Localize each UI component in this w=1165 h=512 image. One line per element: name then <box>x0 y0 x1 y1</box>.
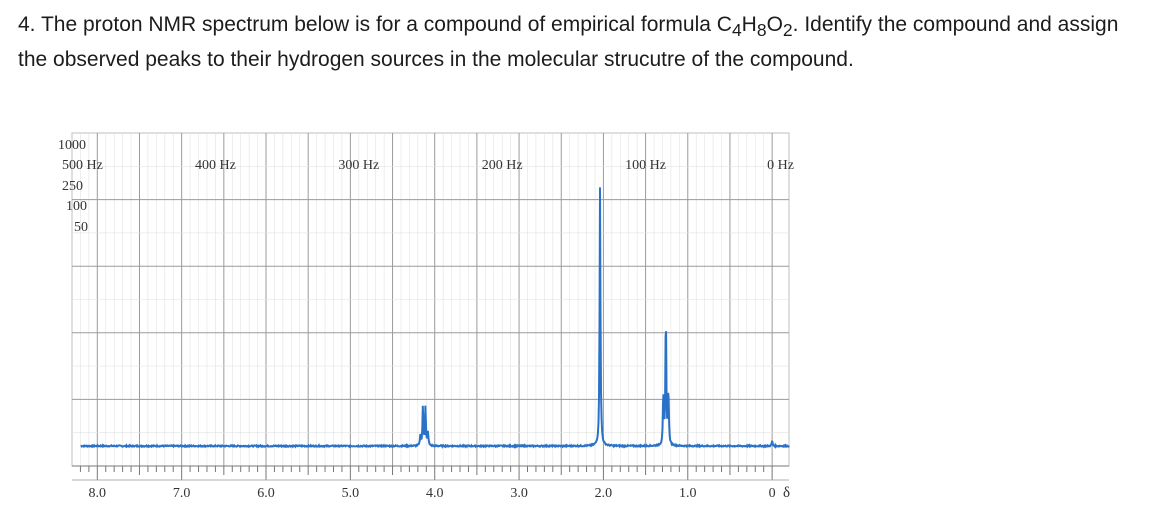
sweep-width-label: 500 Hz <box>62 158 103 173</box>
question-line-2: the observed peaks to their hydrogen sou… <box>18 48 854 72</box>
sweep-width-label: 250 <box>62 179 83 194</box>
x-tick-label: 2.0 <box>595 486 613 501</box>
formula-subscript: 2 <box>782 20 793 41</box>
hz-scale-label: 100 Hz <box>625 158 666 173</box>
chart-labels: 8.0 7.0 6.0 5.0 4.0 3.0 2.0 1.0 0 400 Hz 300 Hz 200… <box>58 138 794 501</box>
question-line-1: 4. The proton NMR spectrum below is for … <box>18 10 1158 45</box>
ppm-ruler <box>72 465 789 481</box>
formula-element: H <box>741 13 757 36</box>
x-tick-label: 1.0 <box>679 486 697 501</box>
spectrum-trace <box>80 187 790 449</box>
question-text-part: The proton NMR spectrum below is for a c… <box>40 13 732 36</box>
sweep-width-label: 100 <box>66 199 87 214</box>
question-text: 4. The proton NMR spectrum below is for … <box>18 10 1158 74</box>
hz-scale-label: 200 Hz <box>482 158 523 173</box>
hz-scale-label: 300 Hz <box>338 158 379 173</box>
formula-element: O <box>766 13 783 36</box>
formula-subscript: 8 <box>756 20 767 41</box>
question-number: 4. <box>18 13 36 36</box>
question-text-part: . Identify the compound and assign <box>792 13 1119 36</box>
chart-grid <box>71 132 790 467</box>
x-tick-label: 0 <box>769 486 776 501</box>
sweep-width-label: 50 <box>74 220 88 235</box>
x-tick-label: 7.0 <box>173 486 191 501</box>
sweep-width-label: 1000 <box>58 138 86 153</box>
x-tick-label: 5.0 <box>342 486 360 501</box>
formula-subscript: 4 <box>731 20 742 41</box>
x-tick-label: 3.0 <box>510 486 528 501</box>
x-tick-label: 4.0 <box>426 486 444 501</box>
x-tick-label: 6.0 <box>257 486 275 501</box>
x-axis-label: δ <box>783 485 790 501</box>
x-tick-label: 8.0 <box>89 486 107 501</box>
hz-scale-label: 0 Hz <box>767 158 794 173</box>
hz-scale-label: 400 Hz <box>195 158 236 173</box>
